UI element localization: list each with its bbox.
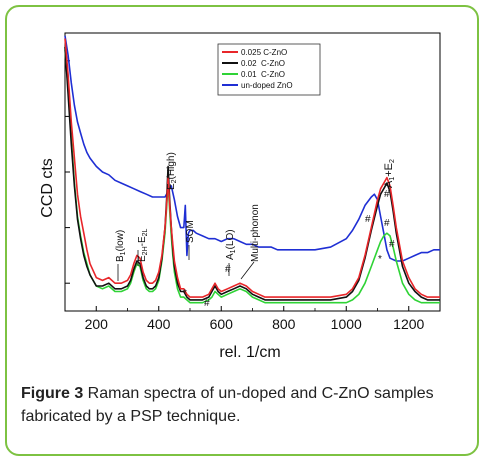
legend-label-2: 0.01 C-ZnO xyxy=(241,70,285,79)
x-tick-label: 600 xyxy=(210,316,234,332)
annotation-b1-low: B1(low) xyxy=(115,230,127,262)
series-line-0-01-c-zno xyxy=(64,49,440,304)
hash-mark-1: # xyxy=(384,189,390,200)
hash-mark-3: # xyxy=(384,218,390,229)
star-mark-2: * xyxy=(378,254,382,265)
annotation-a1-lo: A1(LO) xyxy=(225,229,237,260)
caption-label: Figure 3 xyxy=(21,385,84,402)
y-axis-label: CCD cts xyxy=(39,158,56,218)
annotation-e2-high: E2(High) xyxy=(166,152,178,190)
series-line-un-doped-zno xyxy=(64,35,440,262)
star-mark-1: * xyxy=(183,288,187,299)
axis-ticks: 200 400 600 800 1000 1200 xyxy=(64,60,441,332)
x-tick-label: 1200 xyxy=(393,316,424,332)
x-axis-label: rel. 1/cm xyxy=(219,344,280,361)
hash-mark-5: # xyxy=(225,264,231,275)
series-line-0-025-c-zno xyxy=(64,38,440,298)
annotation-a1-e2: A1+E2 xyxy=(383,159,396,188)
hash-mark-4: # xyxy=(389,239,395,250)
legend-label-3: un-doped ZnO xyxy=(241,81,293,90)
caption-text: Raman spectra of un-doped and C-ZnO samp… xyxy=(21,385,434,425)
annotation-e2h-e2l: E2H-E2L xyxy=(137,228,149,262)
annotation-multiphonon: Multi-phonon xyxy=(250,204,261,262)
annotation-som: SOM xyxy=(185,220,196,243)
hash-mark-2: # xyxy=(365,214,371,225)
series-line-0-02-c-zno xyxy=(64,46,440,301)
legend-label-1: 0.02 C-ZnO xyxy=(241,59,285,68)
x-tick-label: 200 xyxy=(85,316,109,332)
x-tick-label: 1000 xyxy=(331,316,362,332)
legend: 0.025 C-ZnO 0.02 C-ZnO 0.01 C-ZnO un-dop… xyxy=(217,43,321,96)
annotation-multiphonon-arrow xyxy=(240,261,255,280)
figure-caption: Figure 3 Raman spectra of un-doped and C… xyxy=(21,382,461,428)
legend-label-0: 0.025 C-ZnO xyxy=(241,48,287,57)
annotations: B1(low) E2H-E2L E2(High) SOM A1(LO) Mult… xyxy=(115,152,396,309)
series-layer xyxy=(64,35,440,304)
x-tick-label: 400 xyxy=(147,316,171,332)
x-tick-label: 800 xyxy=(272,316,296,332)
hash-mark-6: # xyxy=(204,298,210,309)
